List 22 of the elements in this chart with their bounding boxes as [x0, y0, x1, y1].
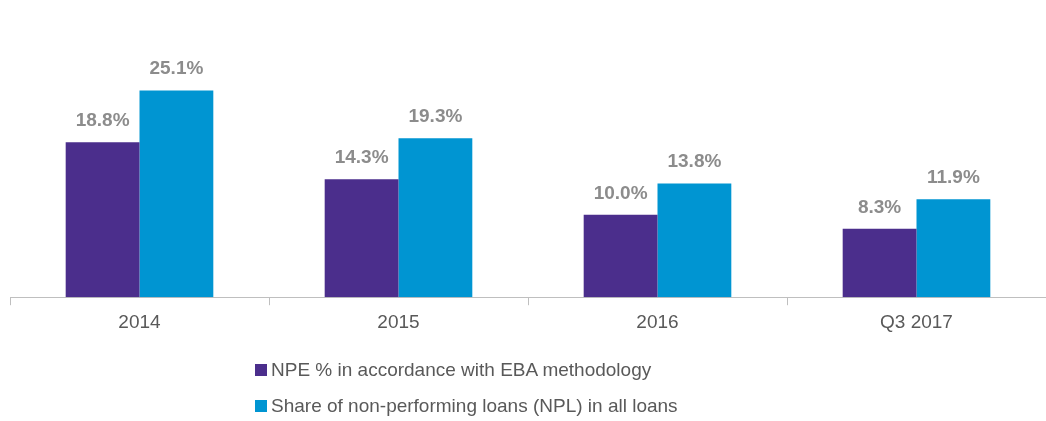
- x-tick-label: 2015: [377, 310, 420, 332]
- data-label: 25.1%: [149, 57, 204, 79]
- data-label: 19.3%: [408, 104, 463, 126]
- bar: [398, 138, 473, 298]
- data-label: 14.3%: [334, 146, 389, 168]
- x-tick-label: 2016: [636, 310, 679, 332]
- bar: [324, 179, 399, 298]
- bar: [139, 90, 214, 298]
- data-label: 18.8%: [75, 109, 130, 131]
- data-label: 8.3%: [857, 195, 902, 217]
- legend-label: NPE % in accordance with EBA methodology: [271, 359, 652, 381]
- bar: [916, 199, 991, 298]
- x-tick-label: 2014: [118, 310, 162, 332]
- x-tick-label: Q3 2017: [880, 310, 953, 332]
- legend-label: Share of non-performing loans (NPL) in all loans: [271, 395, 678, 417]
- bar: [657, 183, 732, 298]
- bar: [65, 142, 140, 298]
- data-label: 10.0%: [593, 181, 648, 203]
- data-label: 13.8%: [667, 150, 722, 172]
- data-label: 11.9%: [926, 165, 980, 187]
- bar: [842, 228, 917, 298]
- bar: [583, 214, 658, 298]
